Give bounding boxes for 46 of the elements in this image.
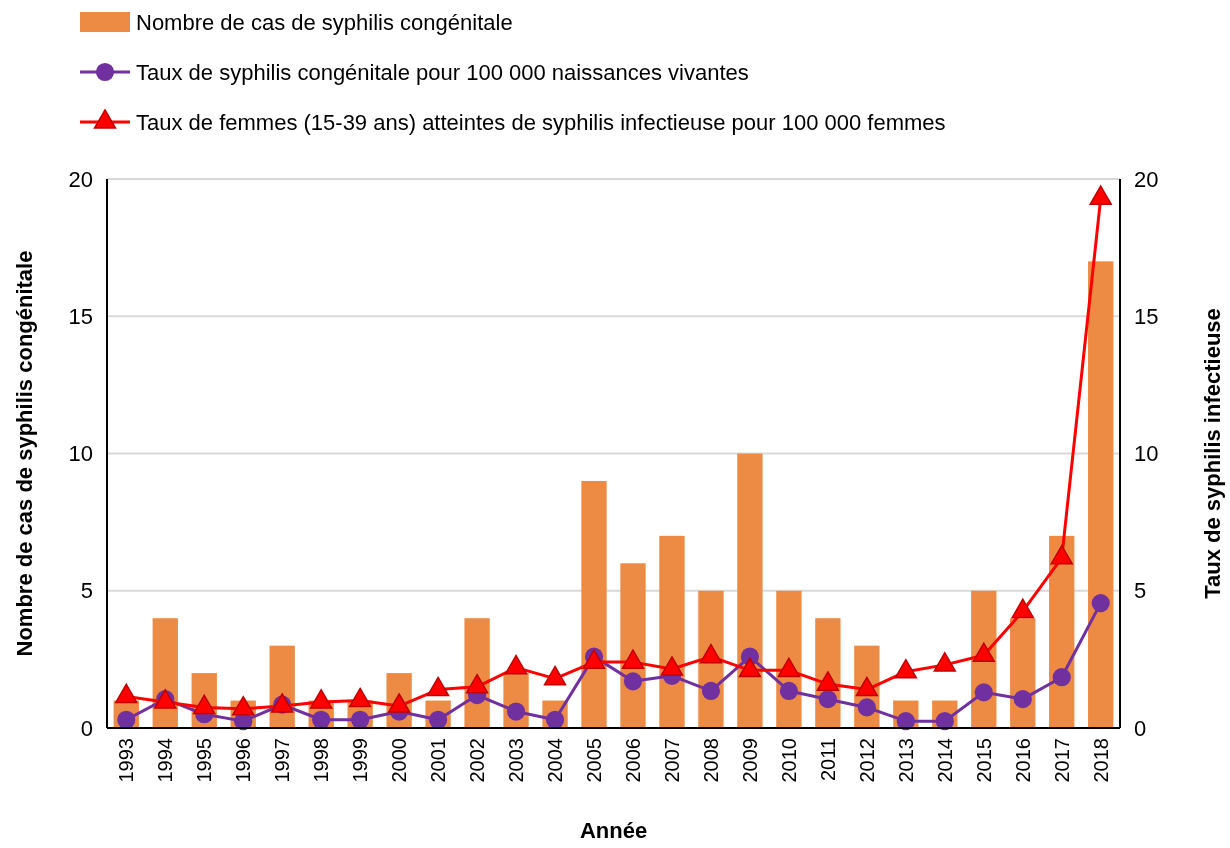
x-tick-label: 1999	[349, 738, 372, 783]
y2-tick-label: 10	[1134, 441, 1159, 467]
legend-label: Taux de syphilis congénitale pour 100 000 naissances vivantes	[136, 59, 749, 85]
x-tick-label: 2003	[505, 738, 528, 783]
x-tick-label: 2011	[816, 738, 839, 782]
x-tick-label: 2016	[1011, 738, 1034, 783]
x-tick-label: 2013	[894, 738, 917, 783]
y-axis-title: Nombre de cas de syphilis congénitale	[12, 250, 37, 657]
x-tick-label: 1994	[154, 738, 177, 783]
x-tick-label: 2001	[427, 738, 450, 783]
x-tick-label: 2002	[466, 738, 489, 783]
y2-axis-title: Taux de syphilis infectieuse	[1200, 308, 1225, 599]
y2-tick-label: 20	[1134, 166, 1159, 192]
x-tick-label: 2004	[544, 738, 567, 783]
y2-tick-label: 15	[1134, 303, 1159, 329]
x-tick-label: 2017	[1050, 738, 1073, 783]
x-tick-label: 2000	[388, 738, 411, 783]
bar	[737, 453, 763, 728]
y-tick-label: 0	[80, 715, 93, 741]
x-tick-label: 2006	[621, 738, 644, 783]
x-tick-label: 2012	[855, 738, 878, 783]
x-tick-label: 2007	[660, 738, 683, 783]
y-tick-label: 15	[68, 303, 93, 329]
x-axis-title: Année	[579, 818, 648, 843]
legend-label: Taux de femmes (15-39 ans) atteintes de syphilis infectieuse pour 100 000 femmes	[136, 109, 946, 135]
x-tick-label: 2005	[583, 738, 606, 783]
x-tick-label: 1998	[310, 738, 333, 783]
x-tick-label: 2008	[699, 738, 722, 783]
bar	[581, 480, 607, 728]
x-tick-label: 1993	[115, 738, 138, 783]
y2-tick-label: 0	[1134, 715, 1147, 741]
x-tick-label: 1997	[271, 738, 294, 783]
x-tick-label: 2015	[972, 738, 995, 783]
x-tick-label: 2018	[1089, 738, 1112, 783]
y-tick-label: 10	[68, 441, 93, 467]
x-tick-label: 1996	[232, 738, 255, 783]
legend-label: Nombre de cas de syphilis congénitale	[136, 9, 513, 35]
x-tick-label: 2009	[738, 738, 761, 783]
y-tick-label: 5	[80, 578, 93, 604]
x-tick-label: 2014	[933, 738, 956, 783]
bar	[659, 535, 685, 728]
x-tick-label: 2010	[777, 738, 800, 783]
bar	[1088, 261, 1114, 728]
y-tick-label: 20	[68, 166, 93, 192]
x-tick-label: 1995	[193, 738, 216, 783]
y2-tick-label: 5	[1134, 578, 1147, 604]
